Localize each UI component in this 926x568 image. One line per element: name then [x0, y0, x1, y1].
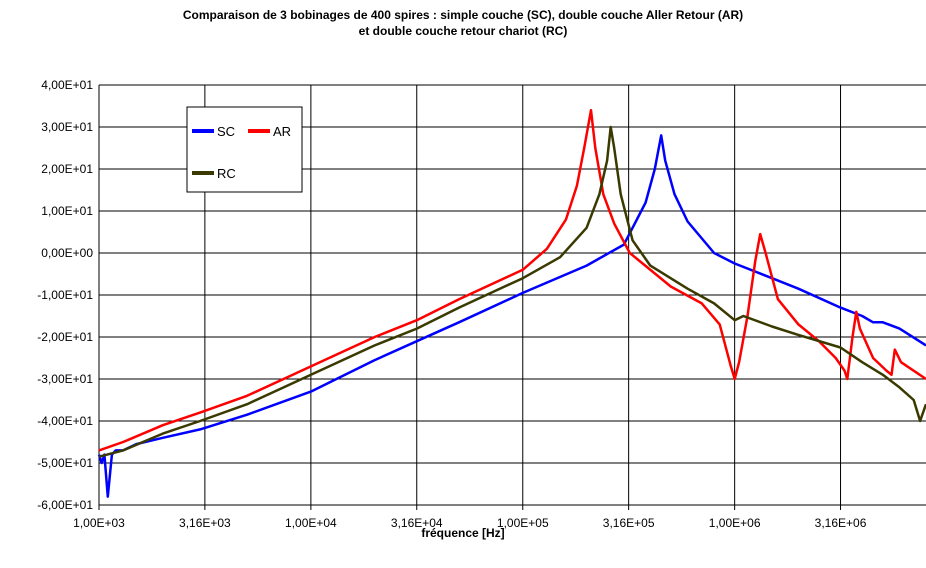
legend-label-ar: AR	[273, 124, 291, 139]
series-line-ar	[98, 108, 926, 452]
x-tick-label: 3,16E+03	[179, 516, 231, 530]
y-tick-label: -5,00E+01	[37, 456, 93, 470]
y-tick-label: -2,00E+01	[37, 330, 93, 344]
chart-title-line-2: et double couche retour chariot (RC)	[358, 24, 568, 38]
y-tick-label: 2,00E+01	[41, 162, 93, 176]
legend-label-sc: SC	[217, 124, 235, 139]
x-tick-label: 1,00E+05	[497, 516, 549, 530]
legend: SC AR RC	[186, 106, 303, 193]
y-tick-label: -3,00E+01	[37, 372, 93, 386]
chart-title-line-1: Comparaison de 3 bobinages de 400 spires…	[182, 8, 744, 22]
x-tick-label: 3,16E+05	[603, 516, 655, 530]
legend-box	[186, 106, 303, 193]
y-tick-label: 4,00E+01	[41, 78, 93, 92]
series-lines	[97, 108, 926, 498]
chart-title: Comparaison de 3 bobinages de 400 spires…	[0, 7, 926, 39]
x-tick-label: 3,16E+06	[815, 516, 867, 530]
y-tick-label: -6,00E+01	[37, 498, 93, 512]
x-tick-labels: 1,00E+03 3,16E+03 1,00E+04 3,16E+04 1,00E+05…	[73, 516, 867, 530]
y-tick-label: -1,00E+01	[37, 288, 93, 302]
x-axis-label: fréquence [Hz]	[421, 526, 505, 540]
y-tick-label: -4,00E+01	[37, 414, 93, 428]
y-tick-labels: 4,00E+01 3,00E+01 2,00E+01 1,00E+01 0,00E+00…	[37, 78, 93, 512]
x-tick-label: 1,00E+03	[73, 516, 125, 530]
legend-label-rc: RC	[217, 166, 236, 181]
y-tick-label: 0,00E+00	[41, 246, 93, 260]
y-tick-label: 3,00E+01	[41, 120, 93, 134]
x-tick-label: 1,00E+06	[709, 516, 761, 530]
x-tick-label: 1,00E+04	[285, 516, 337, 530]
grid-lines	[98, 84, 926, 510]
y-tick-label: 1,00E+01	[41, 204, 93, 218]
series-line-rc	[98, 125, 926, 458]
x-tick-label: 3,16E+04	[391, 516, 443, 530]
